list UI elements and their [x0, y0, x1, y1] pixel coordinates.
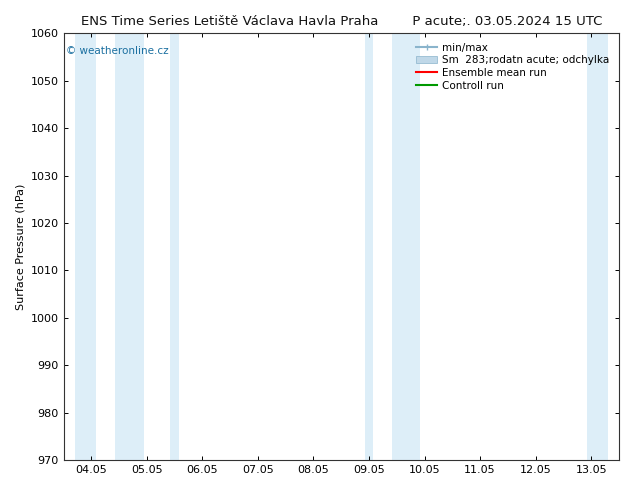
Bar — [115, 33, 144, 460]
Bar — [170, 33, 179, 460]
Bar — [75, 33, 96, 460]
Bar — [587, 33, 608, 460]
Text: © weatheronline.cz: © weatheronline.cz — [67, 46, 169, 56]
Legend: min/max, Sm  283;rodatn acute; odchylka, Ensemble mean run, Controll run: min/max, Sm 283;rodatn acute; odchylka, … — [412, 39, 614, 95]
Title: ENS Time Series Letiště Václava Havla Praha        P acute;. 03.05.2024 15 UTC: ENS Time Series Letiště Václava Havla Pr… — [81, 15, 602, 28]
Bar — [392, 33, 420, 460]
Bar — [365, 33, 373, 460]
Y-axis label: Surface Pressure (hPa): Surface Pressure (hPa) — [15, 184, 25, 310]
